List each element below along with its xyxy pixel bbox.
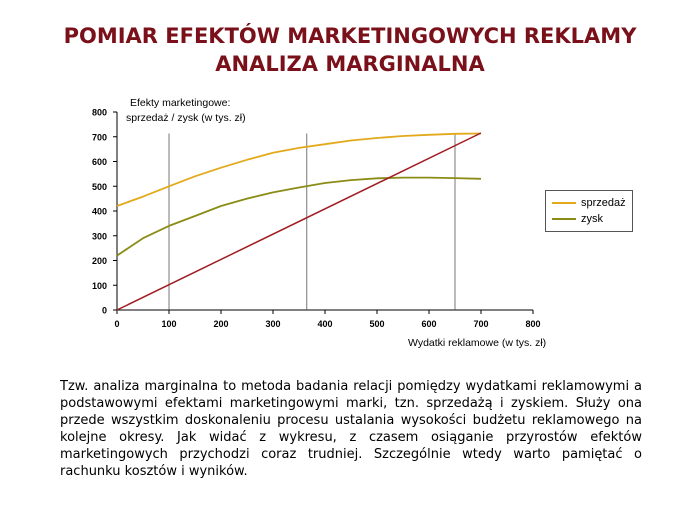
x-tick-label: 400 (317, 319, 332, 329)
marginal-analysis-chart: 0 100 200 300 400 500 600 700 800 0 100 200 300 400 50… (92, 97, 546, 349)
legend-swatch-zysk (552, 218, 576, 220)
ad-cost-line (116, 132, 482, 311)
legend-swatch-sprzedaz (552, 202, 576, 204)
x-tick-label: 600 (421, 319, 436, 329)
profit-line (116, 176, 482, 257)
x-tick-label: 200 (213, 319, 228, 329)
chart-legend: sprzedaż zysk (545, 190, 633, 232)
y-tick-label: 500 (92, 182, 107, 192)
y-tick-label: 0 (102, 306, 107, 316)
x-tick-label: 500 (369, 319, 384, 329)
legend-item-zysk: zysk (552, 212, 603, 226)
sales-line (116, 132, 482, 207)
legend-label-sprzedaz: sprzedaż (581, 197, 626, 209)
title-line-2: ANALIZA MARGINALNA (215, 52, 485, 76)
x-tick-label: 300 (265, 319, 280, 329)
description-paragraph: Tzw. analiza marginalna to metoda badani… (60, 379, 642, 479)
x-tick-label: 700 (473, 319, 488, 329)
legend-item-sprzedaz: sprzedaż (552, 196, 626, 210)
x-tick-label: 100 (161, 319, 176, 329)
y-tick-label: 800 (92, 108, 107, 118)
y-tick-label: 600 (92, 157, 107, 167)
x-tick-label: 0 (114, 319, 119, 329)
y-tick-label: 200 (92, 256, 107, 266)
title-line-1: POMIAR EFEKTÓW MARKETINGOWYCH REKLAMY (63, 24, 637, 48)
y-axis-label-line-1: Efekty marketingowe: (130, 97, 230, 109)
x-tick-label: 800 (525, 319, 540, 329)
y-tick-label: 700 (92, 132, 107, 142)
page-title: POMIAR EFEKTÓW MARKETINGOWYCH REKLAMY AN… (0, 22, 700, 78)
x-axis-label: Wydatki reklamowe (w tys. zł) (408, 337, 546, 349)
y-tick-label: 100 (92, 281, 107, 291)
legend-label-zysk: zysk (581, 213, 603, 225)
y-axis-label-line-2: sprzedaż / zysk (w tys. zł) (126, 112, 246, 124)
y-tick-label: 400 (92, 207, 107, 217)
y-tick-label: 300 (92, 231, 107, 241)
